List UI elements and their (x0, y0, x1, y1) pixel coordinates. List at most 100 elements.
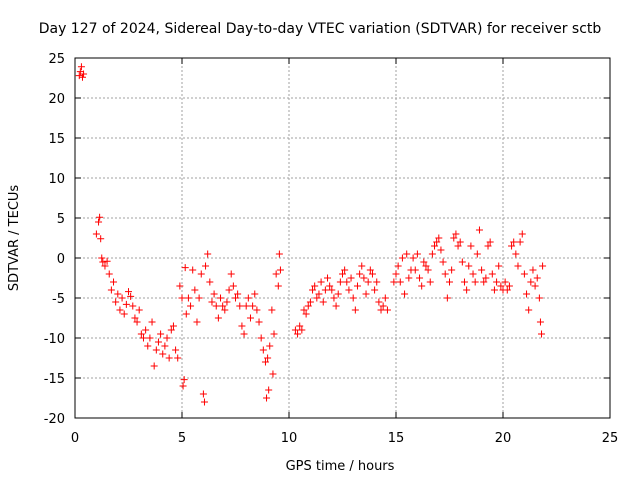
data-point (167, 326, 175, 334)
data-point (169, 322, 177, 330)
y-tick-label: 0 (57, 252, 65, 267)
data-point (103, 257, 111, 265)
data-point (261, 358, 269, 366)
data-point (272, 270, 280, 278)
data-point (480, 278, 488, 286)
data-point (189, 266, 197, 274)
data-point (234, 290, 242, 298)
data-point (503, 286, 511, 294)
data-point (493, 278, 501, 286)
data-point (334, 290, 342, 298)
data-point (269, 370, 277, 378)
data-point (309, 286, 317, 294)
y-tick-label: 10 (48, 172, 65, 187)
data-point (403, 250, 411, 258)
data-point (467, 242, 475, 250)
data-point (144, 342, 152, 350)
data-point (78, 73, 86, 81)
data-point (458, 258, 466, 266)
data-point (150, 362, 158, 370)
data-point (122, 300, 130, 308)
data-point (495, 262, 503, 270)
y-tick-label: 25 (48, 52, 65, 67)
data-point (531, 282, 539, 290)
data-point (161, 342, 169, 350)
data-point (274, 282, 282, 290)
data-point (525, 306, 533, 314)
data-point (298, 326, 306, 334)
data-point (437, 246, 445, 254)
data-point (306, 298, 314, 306)
data-point (137, 330, 145, 338)
data-point (508, 242, 516, 250)
data-point (214, 314, 222, 322)
data-point (324, 274, 332, 282)
data-point (527, 278, 535, 286)
data-point (353, 282, 361, 290)
y-tick-label: -5 (52, 292, 65, 307)
data-point (452, 230, 460, 238)
data-point (375, 298, 383, 306)
data-point (368, 270, 376, 278)
data-point (265, 386, 273, 394)
data-point (178, 294, 186, 302)
data-point (174, 354, 182, 362)
data-point (107, 286, 115, 294)
data-point (536, 318, 544, 326)
data-point (240, 330, 248, 338)
x-axis-label: GPS time / hours (286, 459, 395, 474)
x-tick-label: 5 (178, 431, 186, 446)
data-point (95, 218, 103, 226)
data-point (159, 350, 167, 358)
data-point (212, 302, 220, 310)
data-point (229, 282, 237, 290)
y-tick-label: -20 (44, 412, 65, 427)
data-point (294, 330, 302, 338)
y-tick-label: 20 (48, 92, 65, 107)
data-point (135, 306, 143, 314)
y-tick-labels: -20 -15 -10 -5 0 5 10 15 20 25 (44, 52, 65, 427)
data-point (197, 270, 205, 278)
y-axis-label: SDTVAR / TECUs (7, 185, 22, 292)
data-point (446, 278, 453, 286)
data-point (313, 294, 321, 302)
data-point (221, 306, 229, 314)
data-point (539, 262, 547, 270)
data-point (343, 278, 351, 286)
data-point (394, 262, 402, 270)
axis-ticks (74, 57, 611, 419)
data-point (133, 318, 141, 326)
data-point (191, 286, 199, 294)
data-point (501, 278, 509, 286)
data-point (490, 286, 498, 294)
data-point (538, 330, 546, 338)
data-point (520, 270, 528, 278)
data-point (139, 334, 147, 342)
data-point (275, 250, 283, 258)
data-point (416, 274, 424, 282)
data-point (152, 346, 160, 354)
data-point (505, 282, 513, 290)
data-point (129, 302, 137, 310)
data-point (208, 298, 216, 306)
data-point (165, 354, 173, 362)
data-point (172, 346, 180, 354)
data-point (475, 226, 483, 234)
data-point (321, 286, 329, 294)
data-point (199, 390, 207, 398)
data-point (514, 262, 522, 270)
data-point (157, 330, 165, 338)
data-point (304, 302, 312, 310)
data-point (193, 318, 201, 326)
data-point (98, 254, 106, 262)
data-point (379, 302, 387, 310)
data-point (131, 314, 139, 322)
data-point (488, 270, 496, 278)
data-point (345, 286, 353, 294)
data-point (443, 294, 451, 302)
data-point (456, 238, 464, 246)
data-point (206, 278, 214, 286)
data-point (232, 294, 239, 302)
data-point (426, 278, 434, 286)
data-point (401, 290, 409, 298)
